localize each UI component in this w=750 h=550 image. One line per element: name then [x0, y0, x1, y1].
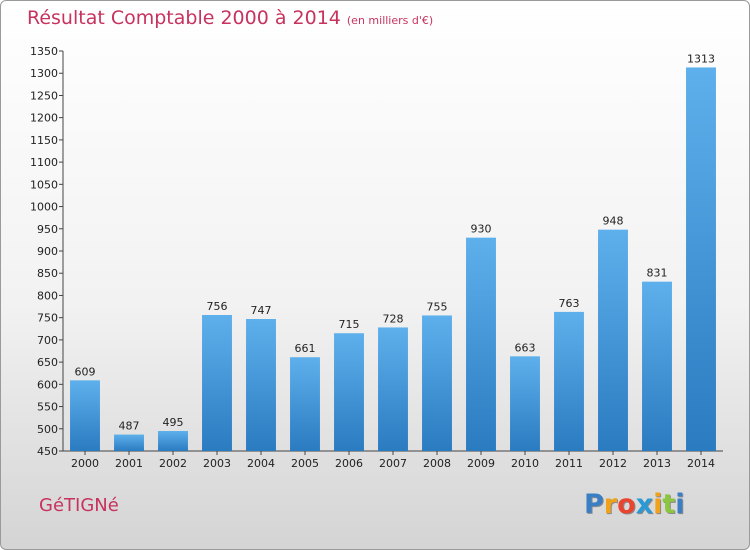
value-label-2003: 756: [207, 300, 228, 313]
brand-letter: P: [584, 489, 604, 520]
x-tick-label-2000: 2000: [71, 457, 99, 470]
y-tick-label: 1200: [30, 112, 58, 125]
bar-2005: [290, 357, 320, 451]
value-label-2005: 661: [295, 342, 316, 355]
x-tick-label-2012: 2012: [599, 457, 627, 470]
value-label-2011: 763: [559, 297, 580, 310]
chart-subtitle: (en milliers d'€): [346, 14, 434, 27]
brand-letter: o: [617, 489, 636, 520]
bar-2002: [158, 431, 188, 451]
y-tick-label: 550: [37, 401, 58, 414]
value-label-2012: 948: [603, 215, 624, 228]
bars: [70, 67, 716, 451]
commune-name: GéTIGNé: [39, 495, 119, 516]
bar-2006: [334, 333, 364, 451]
x-tick-label-2002: 2002: [159, 457, 187, 470]
title-text: Résultat Comptable 2000 à 2014: [27, 7, 341, 29]
value-label-2000: 609: [75, 365, 96, 378]
brand-letter: x: [635, 489, 654, 520]
bar-2001: [114, 434, 144, 451]
x-tick-label-2004: 2004: [247, 457, 275, 470]
x-tick-label-2008: 2008: [423, 457, 451, 470]
y-tick-label: 600: [37, 378, 58, 391]
brand-letter: t: [662, 489, 676, 520]
labels: 609 487 495 756 747 661 715 728 755 930 663 763 948 8…: [75, 52, 716, 432]
x-tick-label-2001: 2001: [115, 457, 143, 470]
bar-2007: [378, 327, 408, 451]
y-tick-label: 1000: [30, 201, 58, 214]
value-label-2008: 755: [427, 300, 448, 313]
x-tick-label-2014: 2014: [687, 457, 715, 470]
y-tick-label: 950: [37, 223, 58, 236]
brand-logo: Proxiti: [584, 489, 685, 520]
brand-letter: r: [603, 489, 618, 520]
value-label-2013: 831: [647, 267, 668, 280]
y-tick-label: 700: [37, 334, 58, 347]
y-tick-label: 500: [37, 423, 58, 436]
brand-letter: i: [675, 489, 685, 520]
x-tick-label-2013: 2013: [643, 457, 671, 470]
x-tick-label-2006: 2006: [335, 457, 363, 470]
value-label-2007: 728: [383, 312, 404, 325]
bar-2000: [70, 380, 100, 451]
bar-2014: [686, 67, 716, 451]
x-tick-label-2010: 2010: [511, 457, 539, 470]
y-tick-label: 800: [37, 289, 58, 302]
value-label-2001: 487: [119, 420, 140, 433]
bar-2011: [554, 311, 584, 451]
y-tick-label: 1150: [30, 134, 58, 147]
x-tick-label-2007: 2007: [379, 457, 407, 470]
y-tick-label: 1300: [30, 67, 58, 80]
bar-2009: [466, 237, 496, 451]
value-label-2009: 930: [471, 223, 492, 236]
brand-letter: i: [653, 489, 663, 520]
bar-2003: [202, 315, 232, 451]
value-label-2004: 747: [251, 304, 272, 317]
bar-2008: [422, 315, 452, 451]
chart-title: Résultat Comptable 2000 à 2014 (en millie…: [27, 7, 433, 29]
y-tick-label: 1050: [30, 178, 58, 191]
y-tick-label: 450: [37, 445, 58, 458]
value-label-2014: 1313: [687, 52, 715, 65]
x-tick-label-2011: 2011: [555, 457, 583, 470]
y-tick-label: 750: [37, 312, 58, 325]
bar-2004: [246, 319, 276, 451]
value-label-2002: 495: [163, 416, 184, 429]
y-tick-label: 900: [37, 245, 58, 258]
value-label-2006: 715: [339, 318, 360, 331]
x-tick-label-2003: 2003: [203, 457, 231, 470]
bar-2012: [598, 229, 628, 451]
y-tick-label: 1250: [30, 89, 58, 102]
bar-2010: [510, 356, 540, 451]
y-tick-label: 1350: [30, 45, 58, 58]
x-tick-label-2005: 2005: [291, 457, 319, 470]
x-tick-label-2009: 2009: [467, 457, 495, 470]
y-tick-label: 1100: [30, 156, 58, 169]
y-tick-label: 650: [37, 356, 58, 369]
bar-2013: [642, 281, 672, 451]
y-tick-label: 850: [37, 267, 58, 280]
value-label-2010: 663: [515, 341, 536, 354]
